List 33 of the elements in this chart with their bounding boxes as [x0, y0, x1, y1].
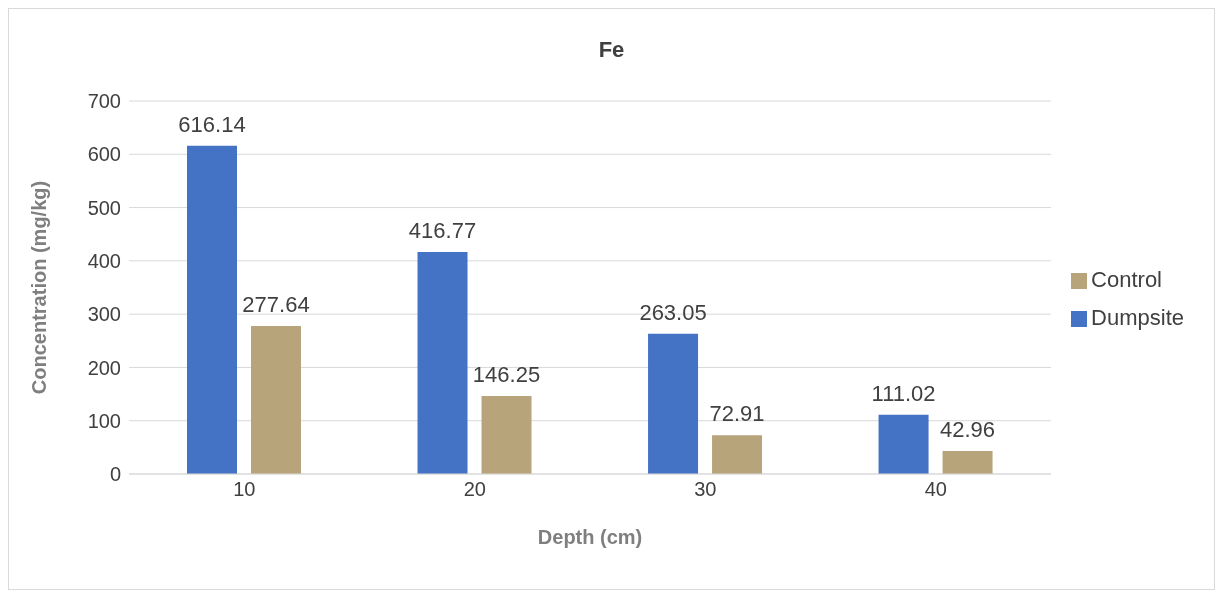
bar	[481, 396, 532, 474]
y-tick-label: 700	[87, 90, 121, 113]
x-tick-label: 30	[694, 478, 717, 501]
bar	[251, 326, 301, 474]
data-label: 42.96	[940, 417, 996, 443]
bar	[187, 145, 237, 474]
legend-label: Dumpsite	[1091, 305, 1184, 330]
y-tick-label: 0	[109, 463, 121, 486]
bar	[712, 435, 763, 474]
bar	[942, 451, 993, 474]
bar	[417, 251, 468, 474]
data-label: 72.91	[709, 401, 765, 427]
data-label: 146.25	[472, 362, 541, 388]
y-tick-label: 200	[87, 356, 121, 379]
bar	[878, 414, 929, 474]
legend-label: Control	[1091, 267, 1162, 292]
y-tick-label: 500	[87, 196, 121, 219]
x-tick-label: 10	[233, 478, 256, 501]
x-axis-title: Depth (cm)	[537, 526, 643, 548]
data-label: 416.77	[408, 217, 477, 243]
x-tick-label: 40	[924, 478, 947, 501]
data-label: 616.14	[178, 111, 246, 137]
x-tick-label: 20	[463, 478, 486, 501]
data-label: 263.05	[639, 299, 707, 325]
data-label: 111.02	[871, 380, 936, 406]
y-tick-label: 100	[87, 409, 121, 432]
y-axis-title: Concentration (mg/kg)	[28, 180, 51, 395]
bar	[648, 333, 699, 474]
y-tick-label: 400	[87, 249, 121, 272]
y-tick-label: 600	[87, 143, 121, 166]
y-tick-label: 300	[87, 303, 121, 326]
data-label: 277.64	[242, 292, 310, 318]
chart-title: Fe	[597, 37, 626, 63]
